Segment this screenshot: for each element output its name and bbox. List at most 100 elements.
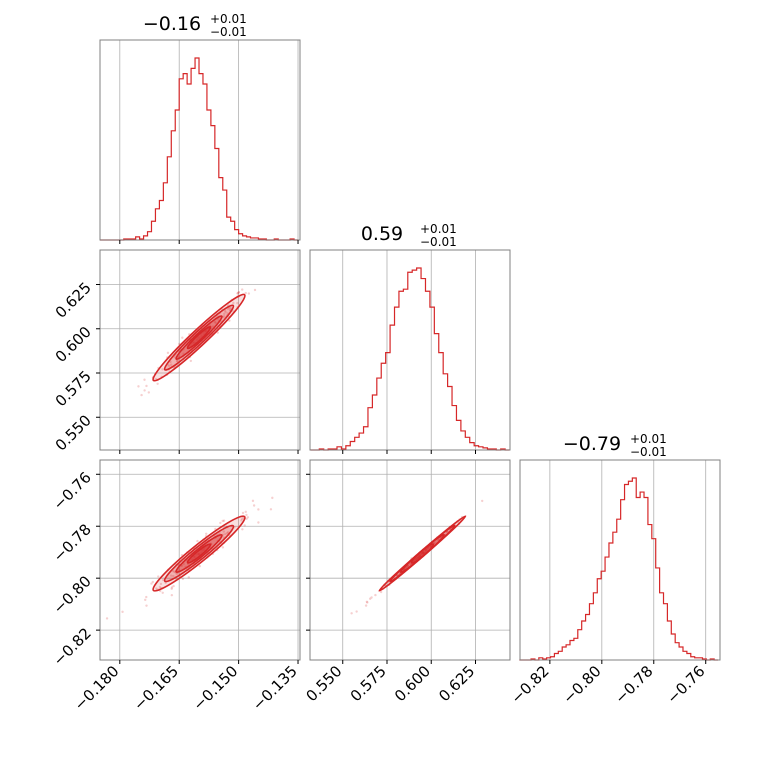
x-tick-label: 0.625 — [435, 662, 478, 705]
scatter-point — [232, 301, 235, 305]
scatter-point — [221, 546, 225, 549]
panel-border — [99, 459, 301, 661]
scatter-panel-0-2: −0.180 −0.165 −0.150 −0.135 −0.82 −0.80 −0.78 −… — [50, 459, 301, 714]
scatter-point — [150, 582, 153, 585]
scatter-point — [243, 524, 246, 527]
scatter-point — [253, 288, 257, 292]
scatter-point — [187, 576, 190, 579]
scatter-point — [236, 292, 240, 295]
scatter-point — [137, 385, 140, 388]
scatter-point — [222, 530, 226, 533]
scatter-point — [223, 312, 226, 316]
x-tick-label: 0.600 — [391, 662, 434, 705]
x-tick-label: −0.80 — [559, 662, 604, 707]
scatter-point — [350, 612, 353, 615]
scatter-point — [155, 587, 158, 590]
panel-border — [309, 459, 511, 661]
scatter-point — [226, 531, 229, 535]
title-upper-error: +0.01 — [630, 432, 667, 446]
panel-border — [519, 459, 721, 661]
scatter-point — [368, 597, 372, 600]
density-contour — [186, 325, 212, 350]
scatter-point — [244, 510, 247, 514]
scatter-point — [211, 325, 215, 328]
histogram-panel-2: −0.82 −0.80 −0.78 −0.76 — [507, 459, 721, 707]
scatter-point — [145, 595, 148, 599]
scatter-point — [143, 389, 146, 392]
scatter-point — [241, 511, 245, 515]
y-tick-label: 0.600 — [52, 323, 95, 366]
title-upper-error: +0.01 — [210, 12, 247, 26]
scatter-point — [374, 593, 377, 597]
title-lower-error: −0.01 — [420, 235, 457, 249]
scatter-point — [226, 531, 230, 534]
scatter-point — [182, 562, 185, 566]
scatter-point — [481, 499, 484, 503]
scatter-point — [245, 513, 248, 517]
scatter-point — [170, 586, 174, 589]
scatter-point — [154, 377, 158, 381]
scatter-point — [379, 590, 383, 594]
scatter-point — [170, 587, 173, 590]
scatter-point — [406, 564, 410, 568]
scatter-point — [245, 517, 248, 521]
scatter-point — [181, 336, 184, 339]
panel-title: −0.79 — [563, 433, 621, 455]
histogram-line — [100, 57, 299, 241]
scatter-point — [213, 320, 216, 323]
scatter-point — [196, 539, 199, 543]
x-tick-label: 0.575 — [347, 662, 390, 705]
scatter-point — [161, 368, 164, 371]
scatter-point — [257, 508, 260, 511]
scatter-point — [175, 359, 179, 363]
scatter-point — [171, 569, 175, 573]
scatter-point — [214, 321, 217, 325]
y-tick-label: −0.82 — [50, 624, 95, 669]
histogram-panel-0 — [99, 39, 301, 244]
y-tick-label: 0.550 — [52, 411, 95, 454]
x-tick-label: −0.76 — [663, 662, 708, 707]
x-tick-label: −0.135 — [249, 662, 301, 714]
panel-content — [137, 288, 257, 397]
density-contour — [410, 543, 435, 564]
scatter-point — [157, 575, 160, 578]
x-tick-label: 0.550 — [302, 662, 345, 705]
scatter-point — [236, 292, 239, 295]
scatter-point — [241, 528, 244, 531]
y-tick-label: −0.76 — [50, 468, 95, 513]
scatter-point — [237, 291, 240, 294]
panel-border — [99, 39, 301, 241]
scatter-point — [244, 291, 247, 295]
scatter-point — [161, 591, 164, 594]
scatter-point — [241, 288, 244, 291]
scatter-point — [175, 572, 178, 576]
scatter-point — [224, 532, 227, 536]
scatter-point — [237, 291, 241, 294]
scatter-point — [246, 516, 250, 519]
scatter-point — [170, 574, 173, 577]
panel-content — [105, 496, 274, 620]
density-contour — [186, 543, 212, 564]
scatter-point — [172, 584, 175, 588]
scatter-point — [228, 306, 232, 310]
scatter-point — [271, 496, 274, 500]
panel-title: 0.59 — [361, 223, 403, 245]
scatter-point — [161, 578, 165, 582]
scatter-point — [222, 315, 226, 318]
title-upper-error: +0.01 — [420, 222, 457, 236]
scatter-point — [269, 508, 273, 511]
scatter-point — [156, 382, 159, 385]
histogram-line — [519, 477, 719, 661]
title-lower-error: −0.01 — [630, 445, 667, 459]
x-tick-label: −0.82 — [507, 662, 552, 707]
scatter-point — [198, 564, 202, 568]
scatter-point — [205, 532, 208, 535]
panel-title: −0.16 — [143, 13, 201, 35]
scatter-point — [144, 598, 147, 602]
scatter-point — [370, 596, 373, 599]
y-tick-label: 0.625 — [52, 279, 95, 322]
scatter-point — [105, 617, 109, 620]
scatter-point — [408, 562, 412, 566]
scatter-point — [355, 610, 358, 613]
